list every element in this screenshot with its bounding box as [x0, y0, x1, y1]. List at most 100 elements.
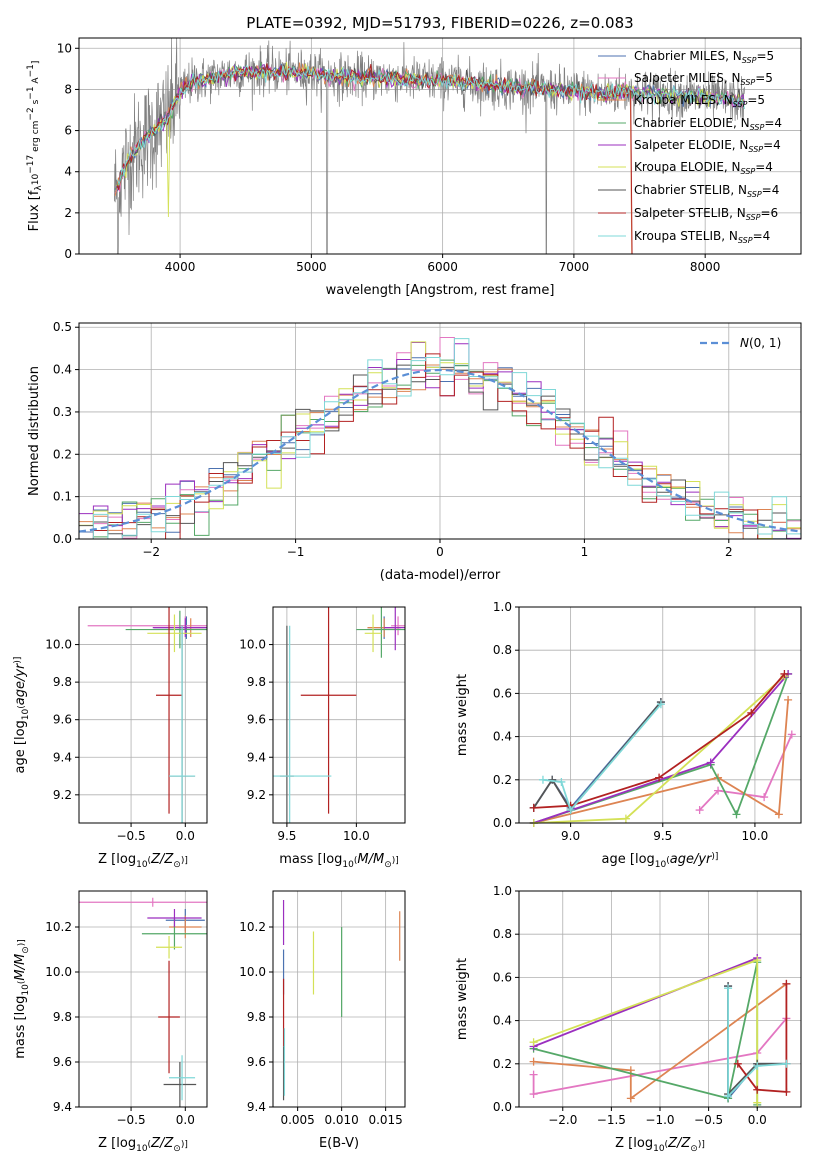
plus-marker [724, 1092, 733, 1101]
weight-line [532, 1017, 788, 1096]
label-part: 10 [136, 1144, 148, 1154]
krou-stelib-histogram [79, 338, 801, 539]
legend-count: =4 [755, 160, 773, 174]
label-part: ( [17, 981, 27, 985]
label-part: A [31, 77, 41, 87]
label-part: log [635, 852, 655, 867]
plus-marker [529, 1070, 538, 1079]
plus-marker [695, 806, 704, 815]
y-tick-label: 2 [64, 206, 72, 220]
plus-marker [753, 1098, 762, 1107]
legend-count: =5 [747, 93, 765, 107]
y-tick-label: 9.4 [247, 750, 266, 764]
label-part: 10 [136, 860, 148, 870]
plus-marker [753, 1085, 762, 1094]
krou-elodie-errorbar [156, 936, 183, 959]
weight-line [533, 983, 787, 1101]
y-tick-label: 0.2 [53, 447, 72, 461]
y-tick-label: 10.0 [239, 965, 266, 979]
y-tick-label: 1.0 [493, 884, 512, 898]
x-tick-label: −2.0 [548, 1113, 577, 1127]
y-tick-label: 0.0 [493, 1100, 512, 1114]
plus-marker [760, 793, 769, 802]
x-tick-label: 5000 [296, 260, 327, 274]
age-vs-mass-panel: 9.5 10.0 9.2 9.4 9.6 9.8 10.0 mass [log10(M/M⊙)… [239, 606, 406, 870]
legend-count: =4 [764, 116, 782, 130]
legend-sub: SSP [733, 100, 748, 109]
legend-label: Chabrier STELIB, N [634, 183, 747, 197]
spectrum-legend: Chabrier MILES, NSSP=5 Salpeter MILES, N… [598, 49, 782, 245]
salp-miles-errorbar [391, 616, 405, 636]
plus-marker [774, 810, 783, 819]
label-part: age [ [13, 740, 28, 773]
weight-lines [529, 669, 796, 827]
plus-marker [566, 806, 575, 815]
plus-marker [782, 1087, 791, 1096]
x-tick-label: 4000 [165, 260, 196, 274]
label-part: 10 [655, 860, 667, 870]
salp-stelib-errorbar [158, 960, 180, 1074]
label-part: )] [17, 939, 27, 946]
legend-label: Salpeter MILES, N [634, 71, 741, 85]
label-part: )] [181, 1140, 188, 1150]
svg-text:Kroupa MILES, NSSP=5: Kroupa MILES, NSSP=5 [634, 93, 765, 109]
plus-marker [529, 1057, 538, 1066]
label-part: −2 [26, 107, 36, 120]
y-tick-label: 0.3 [53, 405, 72, 419]
label-part: −17 [26, 155, 36, 174]
errorbars [273, 607, 405, 823]
residuals-histogram-panel: −2 −1 0 1 2 0.0 0.1 0.2 0.3 0.4 0.5 N(0, 1) (data-mo… [27, 320, 802, 583]
label-part: mass weight [455, 674, 470, 756]
y-tick-label: 9.8 [53, 1010, 72, 1024]
y-axis-label: Normed distribution [27, 366, 42, 496]
plus-marker [753, 1061, 762, 1070]
plus-marker [787, 730, 796, 739]
label-part: )] [711, 852, 718, 862]
axes-frame [272, 606, 406, 824]
legend-count: =4 [753, 229, 771, 243]
spectrum-panel: 4000 5000 6000 7000 8000 0 2 4 6 8 10 wavelength [A… [26, 37, 802, 298]
y-tick-label: 0.4 [53, 363, 72, 377]
y-tick-label: 0 [64, 247, 72, 261]
x-tick-label: 0.0 [748, 1113, 767, 1127]
weight-line [533, 957, 758, 1048]
mass-vs-metallicity-panel: −0.5 0.09.49.69.810.010.2Z [log10(Z/Z⊙)]m… [13, 890, 208, 1154]
x-tick-label: 6000 [427, 260, 458, 274]
x-tick-label: 1 [581, 545, 589, 559]
salp-elodie-errorbar [152, 618, 207, 638]
x-tick-label: 0 [436, 545, 444, 559]
label-part: Z [ [615, 1136, 633, 1151]
label-part: mass [ [279, 852, 322, 867]
errorbars [282, 900, 401, 1101]
legend-entry: Chabrier ELODIE, NSSP=4 [598, 116, 782, 132]
label-part: ( [17, 705, 27, 709]
x-tick-label: 7000 [559, 260, 590, 274]
y-tick-label: 10.0 [45, 965, 72, 979]
label-part: ( [148, 856, 152, 866]
y-tick-label: 9.8 [247, 1010, 266, 1024]
axes: 0.005 0.010 0.015 9.4 9.6 9.8 10.0 10.2 [239, 890, 406, 1127]
legend-entry: Kroupa STELIB, NSSP=4 [598, 229, 770, 245]
legend-count: =4 [763, 138, 781, 152]
label-part: log [13, 720, 28, 740]
krou-stelib-weight-series [724, 984, 791, 1101]
legend-label: Chabrier MILES, N [634, 49, 742, 63]
krou-stelib-errorbar [169, 625, 196, 823]
age-vs-metallicity-panel: −0.5 0.09.29.49.69.810.0Z [log10(Z/Z⊙)]ag… [13, 606, 208, 870]
y-tick-label: 0.4 [493, 730, 512, 744]
label-part: Z [ [98, 1136, 116, 1151]
y-tick-label: 0.2 [493, 1057, 512, 1071]
salp-elodie-errorbar [384, 607, 405, 651]
y-tick-label: 6 [64, 124, 72, 138]
label-part: )] [181, 856, 188, 866]
krou-stelib-weight-series [538, 700, 665, 815]
label-part: Normed distribution [27, 366, 42, 496]
label-part: M/M [13, 954, 28, 981]
plus-marker [780, 669, 789, 678]
x-axis-label: Z [log10(Z/Z⊙)] [98, 1136, 188, 1154]
legend-count: =5 [755, 71, 773, 85]
label-part: ( [666, 856, 670, 866]
salp-miles-errorbar [79, 897, 207, 907]
svg-text:Chabrier ELODIE, NSSP=4: Chabrier ELODIE, NSSP=4 [634, 116, 782, 132]
